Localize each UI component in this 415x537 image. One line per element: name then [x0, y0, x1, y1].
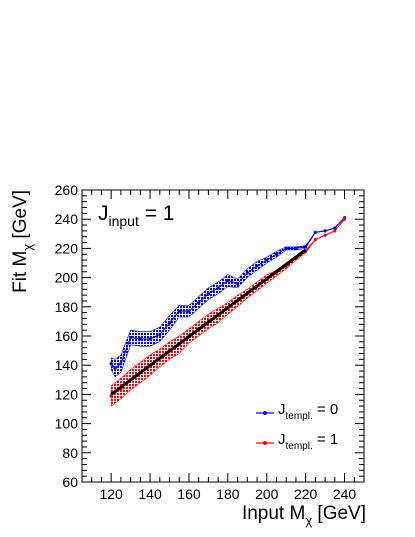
series-0-point — [138, 337, 142, 341]
annotation-rest: = 1 — [139, 202, 175, 225]
series-0-point — [323, 229, 327, 233]
series-0-point — [255, 264, 259, 268]
series-1-point — [313, 238, 317, 242]
series-1-point — [342, 217, 347, 221]
series-0-point — [206, 292, 211, 296]
y-tick-label: 240 — [55, 211, 79, 227]
y-axis-title-sub: χ — [20, 244, 35, 251]
reference-line — [110, 248, 307, 396]
y-axis-title: Fit Mχ [GeV] — [10, 190, 35, 293]
legend-marker-0 — [263, 411, 267, 415]
y-tick-label: 180 — [55, 299, 79, 315]
y-tick-label: 100 — [55, 416, 79, 432]
y-axis-title-main: Fit M — [10, 251, 31, 293]
x-axis-title: Input Mχ [GeV] — [242, 503, 366, 528]
legend-label-1-rest: = 1 — [313, 431, 338, 448]
x-tick-label: 200 — [255, 486, 279, 502]
series-0-point — [167, 321, 172, 325]
annotation-main: J — [98, 202, 109, 225]
series-0-point — [304, 245, 308, 249]
series-0-point — [333, 226, 337, 230]
annotation: Jinput = 1 — [98, 202, 174, 229]
y-tick-label: 260 — [55, 182, 79, 198]
legend-label-0-main: J — [278, 401, 286, 418]
legend-label-0-sub: templ. — [286, 411, 313, 422]
x-axis-title-unit: [GeV] — [312, 503, 366, 524]
series-1-point — [333, 229, 337, 233]
series-0-point — [187, 309, 191, 313]
legend-marker-1 — [263, 441, 267, 445]
legend-label-1-sub: templ. — [286, 441, 313, 452]
series-0-point — [119, 362, 123, 366]
legend-label-1: Jtempl. = 1 — [278, 431, 338, 452]
y-tick-label: 160 — [55, 328, 79, 344]
y-tick-label: 60 — [62, 474, 78, 490]
annotation-subscript: input — [109, 213, 139, 229]
y-axis-title-unit: [GeV] — [10, 190, 31, 244]
series-0-point — [129, 335, 133, 340]
series-1-point — [323, 233, 327, 237]
x-tick-label: 160 — [177, 486, 201, 502]
series-0-point — [313, 230, 317, 234]
series-0-point — [148, 337, 152, 341]
legend-label-1-main: J — [278, 431, 286, 448]
legend-label-0: Jtempl. = 0 — [278, 401, 338, 422]
series-0-point — [109, 362, 113, 366]
y-tick-label: 200 — [55, 270, 79, 286]
y-tick-label: 80 — [62, 445, 78, 461]
x-axis-title-sub: χ — [305, 513, 312, 528]
y-tick-label: 120 — [55, 386, 79, 402]
series-0-point — [294, 246, 298, 250]
series-0-point — [226, 278, 230, 283]
x-tick-label: 140 — [138, 486, 162, 502]
series-0-point — [177, 309, 181, 313]
legend-label-0-rest: = 0 — [313, 401, 338, 418]
series-lines — [109, 216, 347, 398]
x-tick-label: 180 — [216, 486, 240, 502]
y-tick-label: 140 — [55, 357, 79, 373]
series-0-point — [284, 246, 288, 250]
x-tick-label: 220 — [294, 486, 318, 502]
series-0-point — [235, 281, 240, 286]
x-tick-label: 120 — [99, 486, 123, 502]
series-0-point — [274, 252, 279, 256]
series-0-point — [158, 332, 162, 337]
axis-ticks — [82, 189, 365, 483]
tick-labels: 120 140 160 180 200 220 240 60 80 100 120 140 160 180… — [55, 182, 357, 502]
series-0-point — [113, 366, 117, 370]
series-0-point — [265, 258, 269, 262]
legend-entry-0: Jtempl. = 0 — [256, 401, 338, 422]
series-0-point — [216, 286, 220, 290]
x-axis-title-main: Input M — [242, 503, 305, 524]
legend-entry-1: Jtempl. = 1 — [256, 431, 338, 452]
y-tick-label: 220 — [55, 240, 79, 256]
series-0-point — [197, 300, 201, 305]
series-0-point — [245, 271, 249, 275]
legend: Jtempl. = 0 Jtempl. = 1 — [256, 401, 338, 452]
x-tick-label: 240 — [333, 486, 357, 502]
